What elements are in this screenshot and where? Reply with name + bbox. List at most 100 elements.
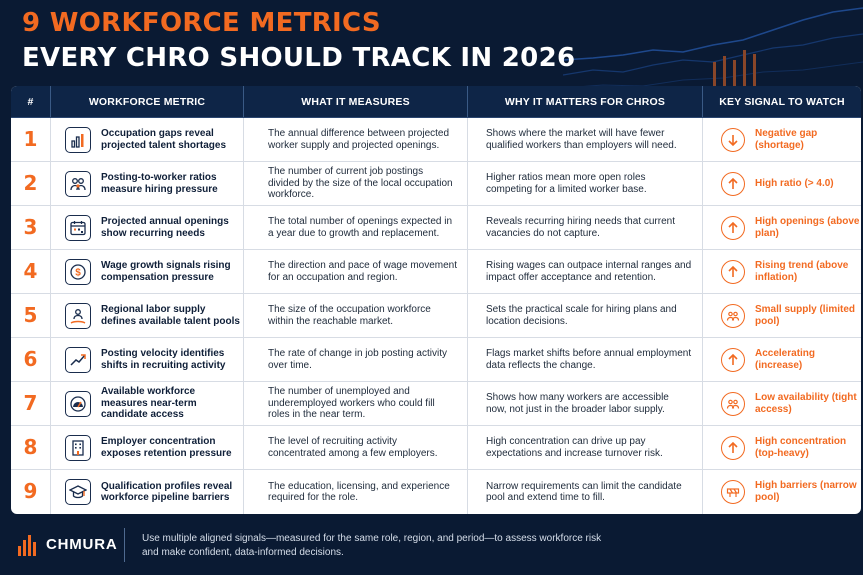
signal-cell: Small supply (limited pool) (703, 294, 861, 337)
metric-name: Wage growth signals rising compensation … (101, 260, 231, 283)
table-row: 7 Available workforce measures near-term … (11, 382, 861, 426)
signal-cell: High ratio (> 4.0) (703, 162, 861, 205)
signal-text: Accelerating (increase) (755, 347, 816, 371)
matters-cell: Shows where the market will have fewer q… (468, 118, 703, 161)
table-row: 2 Posting-to-worker ratios measure hiring… (11, 162, 861, 206)
matters-cell: High concentration can drive up pay expe… (468, 426, 703, 469)
signal-text: Low availability (tight access) (755, 391, 857, 415)
arrow-up-icon (721, 215, 745, 240)
arrow-up-icon (721, 171, 745, 196)
table-row: 4 $ Wage growth signals rising compensatio… (11, 250, 861, 294)
chmura-logo-icon (18, 535, 36, 556)
header-number: # (11, 86, 51, 117)
table-row: 9 Qualification profiles reveal workforce… (11, 470, 861, 514)
metric-name: Available workforce measures near-term c… (101, 386, 197, 421)
measures-cell: The annual difference between projected … (244, 118, 468, 161)
table-row: 3 Projected annual openings show recurrin… (11, 206, 861, 250)
signal-cell: Low availability (tight access) (703, 382, 861, 425)
row-number: 4 (11, 250, 51, 293)
metric-cell: Posting-to-worker ratios measure hiring … (51, 162, 244, 205)
row-number: 1 (11, 118, 51, 161)
measures-cell: The rate of change in job posting activi… (244, 338, 468, 381)
signal-cell: Accelerating (increase) (703, 338, 861, 381)
matters-cell: Reveals recurring hiring needs that curr… (468, 206, 703, 249)
barrier-icon (721, 480, 745, 504)
decorative-wave-chart (563, 7, 863, 100)
row-number: 2 (11, 162, 51, 205)
matters-cell: Narrow requirements can limit the candid… (468, 470, 703, 514)
metric-name: Regional labor supply defines available … (101, 304, 240, 327)
signal-text: High ratio (> 4.0) (755, 177, 834, 189)
footer-note: Use multiple aligned signals—measured fo… (142, 533, 602, 558)
metric-name: Qualification profiles reveal workforce … (101, 480, 233, 504)
arrow-up-icon (721, 347, 745, 372)
table-row: 5 Regional labor supply defines available… (11, 294, 861, 338)
metric-cell: $ Wage growth signals rising compensation… (51, 250, 244, 293)
title-line-2: EVERY CHRO SHOULD TRACK IN 2026 (22, 43, 576, 73)
people-icon (721, 303, 745, 328)
metric-name: Projected annual openings show recurring… (101, 216, 229, 239)
row-number: 5 (11, 294, 51, 337)
table-row: 1 Occupation gaps reveal projected talent… (11, 118, 861, 162)
signal-text: High barriers (narrow pool) (755, 480, 857, 503)
bar-chart-icon (65, 126, 91, 153)
matters-cell: Flags market shifts before annual employ… (468, 338, 703, 381)
table-body: 1 Occupation gaps reveal projected talent… (11, 118, 861, 514)
row-number: 3 (11, 206, 51, 249)
matters-cell: Sets the practical scale for hiring plan… (468, 294, 703, 337)
signal-text: High openings (above plan) (755, 215, 860, 239)
page-title: 9 WORKFORCE METRICS EVERY CHRO SHOULD TR… (22, 6, 642, 76)
metric-name: Employer concentration exposes retention… (101, 436, 232, 459)
signal-cell: Negative gap (shortage) (703, 118, 861, 161)
title-line-1: 9 WORKFORCE METRICS (22, 8, 381, 38)
matters-cell: Higher ratios mean more open roles compe… (468, 162, 703, 205)
graduation-cap-icon (65, 479, 91, 505)
header-matters: WHY IT MATTERS FOR CHROS (468, 86, 703, 117)
measures-cell: The total number of openings expected in… (244, 206, 468, 249)
matters-cell: Rising wages can outpace internal ranges… (468, 250, 703, 293)
metric-name: Occupation gaps reveal projected talent … (101, 128, 227, 151)
arrow-up-icon (721, 259, 745, 284)
metric-cell: Employer concentration exposes retention… (51, 426, 244, 469)
table-row: 8 Employer concentration exposes retentio… (11, 426, 861, 470)
signal-text: Small supply (limited pool) (755, 303, 856, 327)
calendar-icon (65, 214, 91, 241)
signal-cell: High openings (above plan) (703, 206, 861, 249)
footer-divider (124, 528, 125, 562)
footer: CHMURA Use multiple aligned signals—meas… (0, 514, 863, 575)
table-row: 6 Posting velocity identifies shifts in r… (11, 338, 861, 382)
signal-cell: Rising trend (above inflation) (703, 250, 861, 293)
metric-cell: Posting velocity identifies shifts in re… (51, 338, 244, 381)
brand-logo: CHMURA (18, 532, 117, 556)
dollar-coin-icon: $ (65, 258, 91, 285)
row-number: 7 (11, 382, 51, 425)
arrow-up-icon (721, 435, 745, 460)
arrow-down-icon (721, 127, 745, 152)
signal-text: Rising trend (above inflation) (755, 259, 849, 283)
signal-text: Negative gap (shortage) (755, 127, 818, 151)
matters-cell: Shows how many workers are accessible no… (468, 382, 703, 425)
brand-name: CHMURA (46, 535, 118, 553)
gauge-icon (65, 390, 91, 417)
row-number: 8 (11, 426, 51, 469)
header-measures: WHAT IT MEASURES (244, 86, 468, 117)
metric-name: Posting-to-worker ratios measure hiring … (101, 172, 218, 195)
row-number: 6 (11, 338, 51, 381)
metric-cell: Occupation gaps reveal projected talent … (51, 118, 244, 161)
signal-cell: High barriers (narrow pool) (703, 470, 861, 514)
metrics-table: # WORKFORCE METRIC WHAT IT MEASURES WHY … (11, 86, 861, 514)
signal-cell: High concentration (top-heavy) (703, 426, 861, 469)
row-number: 9 (11, 470, 51, 514)
measures-cell: The direction and pace of wage movement … (244, 250, 468, 293)
people-pool-icon (65, 302, 91, 329)
measures-cell: The education, licensing, and experience… (244, 470, 468, 514)
header-metric: WORKFORCE METRIC (51, 86, 244, 117)
building-icon (65, 434, 91, 461)
measures-cell: The level of recruiting activity concent… (244, 426, 468, 469)
measures-cell: The size of the occupation workforce wit… (244, 294, 468, 337)
people-icon (721, 391, 745, 416)
measures-cell: The number of unemployed and underemploy… (244, 382, 468, 425)
table-header: # WORKFORCE METRIC WHAT IT MEASURES WHY … (11, 86, 861, 118)
signal-text: High concentration (top-heavy) (755, 435, 847, 459)
metric-cell: Qualification profiles reveal workforce … (51, 470, 244, 514)
